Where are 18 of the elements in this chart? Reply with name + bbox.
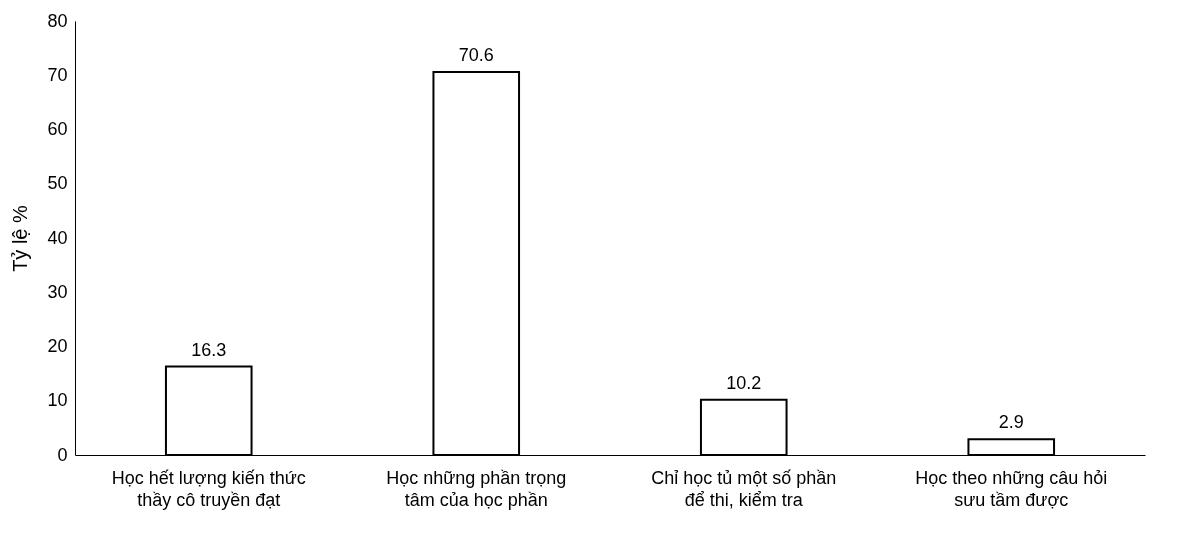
data-label: 16.3 bbox=[191, 339, 227, 360]
y-tick-label: 70 bbox=[47, 64, 68, 85]
y-tick-label: 60 bbox=[47, 119, 68, 139]
data-label: 70.6 bbox=[458, 44, 494, 65]
y-tick-label: 50 bbox=[47, 173, 68, 194]
x-tick-label: Học hết lượng kiến thức thầy cô truyền đạt bbox=[111, 467, 306, 510]
data-label: 10.2 bbox=[726, 372, 762, 393]
x-tick-label: Chỉ học tủ một số phần để thi, kiểm tra bbox=[651, 467, 837, 510]
y-axis-title: Tỷ lệ % bbox=[9, 204, 32, 272]
x-tick-label: Học những phần trọng tâm của học phần bbox=[386, 467, 567, 510]
y-tick-label: 30 bbox=[47, 281, 68, 302]
y-tick-label: 10 bbox=[47, 390, 68, 411]
y-tick-label: 0 bbox=[57, 444, 68, 465]
data-label: 2.9 bbox=[998, 412, 1024, 433]
y-tick-label: 20 bbox=[47, 336, 68, 356]
x-tick-label: Học theo những câu hỏi sưu tầm được bbox=[915, 467, 1108, 510]
y-tick-label: 40 bbox=[47, 227, 68, 248]
y-tick-label: 80 bbox=[47, 10, 68, 31]
